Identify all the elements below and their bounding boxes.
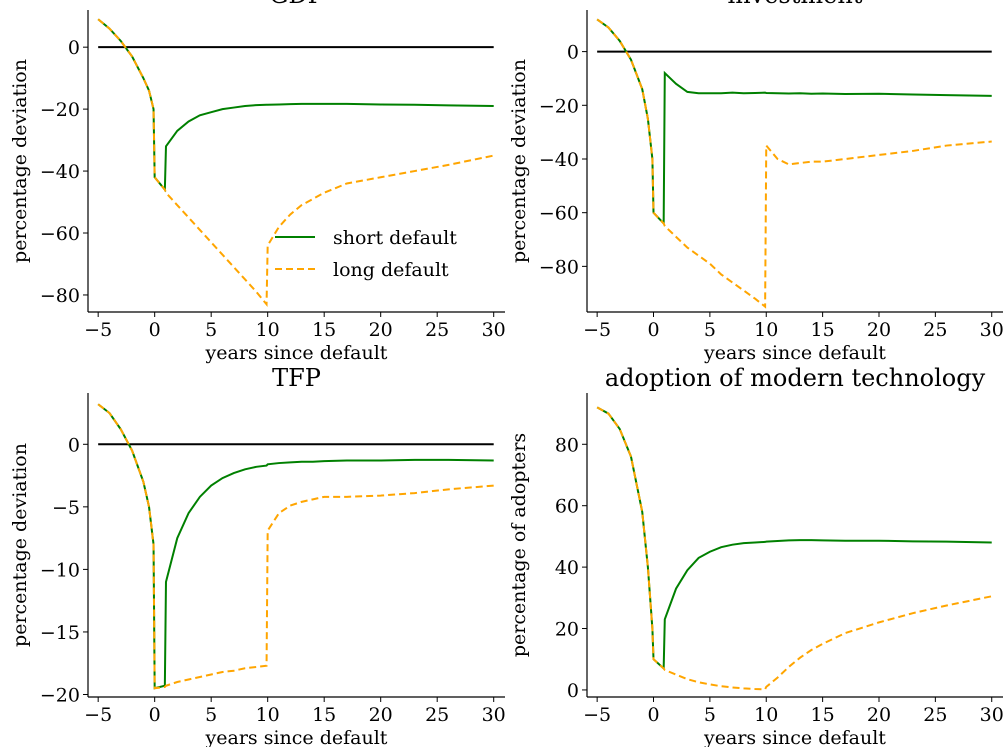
- x-tick-label: 15: [811, 319, 835, 341]
- x-axis-label: years since default: [703, 727, 886, 747]
- y-tick-label: −20: [40, 99, 80, 121]
- x-tick-label: 20: [867, 704, 891, 726]
- x-tick-label: −5: [84, 319, 112, 341]
- x-tick-label: 5: [704, 319, 716, 341]
- y-tick-label: 0: [567, 680, 579, 702]
- x-tick-label: 25: [923, 319, 947, 341]
- x-tick-label: 0: [647, 704, 659, 726]
- x-tick-label: 20: [369, 704, 393, 726]
- chart-title: investment: [728, 0, 863, 9]
- x-tick-label: 10: [256, 704, 280, 726]
- y-tick-label: −40: [539, 149, 579, 171]
- series-line: [596, 406, 992, 671]
- chart-title: TFP: [272, 364, 321, 392]
- x-tick-label: 0: [149, 704, 161, 726]
- x-tick-label: 30: [482, 704, 506, 726]
- series-line: [97, 403, 494, 690]
- legend-label: short default: [333, 227, 457, 249]
- x-tick-label: 0: [647, 319, 659, 341]
- series-line: [97, 18, 494, 193]
- legend-label: long default: [333, 259, 449, 281]
- x-tick-label: 20: [369, 319, 393, 341]
- y-tick-label: 80: [555, 434, 579, 456]
- y-tick-label: −60: [40, 223, 80, 245]
- x-axis-label: years since default: [703, 342, 886, 364]
- x-tick-label: 5: [205, 704, 217, 726]
- y-tick-label: 0: [567, 42, 579, 64]
- x-tick-label: 10: [256, 319, 280, 341]
- series-line: [596, 18, 992, 226]
- x-tick-label: −5: [84, 704, 112, 726]
- y-tick-label: −5: [52, 497, 80, 519]
- y-tick-label: −80: [539, 256, 579, 278]
- y-tick-label: 20: [555, 619, 579, 641]
- x-tick-label: −5: [583, 704, 611, 726]
- y-tick-label: −60: [539, 203, 579, 225]
- y-axis-label: percentage of adopters: [508, 433, 530, 657]
- x-tick-label: 25: [923, 704, 947, 726]
- x-tick-label: 30: [980, 319, 1004, 341]
- chart-title: GDP: [269, 0, 324, 9]
- x-tick-label: 10: [754, 704, 778, 726]
- y-axis-label: percentage deviation: [508, 59, 530, 263]
- y-tick-label: 60: [555, 496, 579, 518]
- x-axis-label: years since default: [205, 727, 388, 747]
- x-tick-label: 15: [811, 704, 835, 726]
- x-tick-label: 20: [867, 319, 891, 341]
- y-tick-label: −20: [539, 95, 579, 117]
- x-tick-label: 30: [482, 319, 506, 341]
- y-tick-label: 40: [555, 557, 579, 579]
- x-tick-label: 25: [425, 319, 449, 341]
- x-tick-label: 30: [980, 704, 1004, 726]
- y-tick-label: 0: [68, 37, 80, 59]
- y-axis-label: percentage deviation: [9, 443, 31, 647]
- x-tick-label: 0: [149, 319, 161, 341]
- x-tick-label: 25: [425, 704, 449, 726]
- x-axis-label: years since default: [205, 342, 388, 364]
- y-tick-label: −15: [40, 622, 80, 644]
- y-tick-label: −80: [40, 285, 80, 307]
- x-tick-label: 15: [312, 704, 336, 726]
- x-tick-label: 10: [754, 319, 778, 341]
- x-tick-label: −5: [583, 319, 611, 341]
- x-tick-label: 5: [205, 319, 217, 341]
- y-tick-label: −10: [40, 559, 80, 581]
- series-line: [596, 406, 992, 691]
- y-tick-label: 0: [68, 434, 80, 456]
- y-tick-label: −40: [40, 161, 80, 183]
- series-line: [97, 403, 494, 690]
- series-line: [596, 18, 992, 309]
- x-tick-label: 5: [704, 704, 716, 726]
- y-axis-label: percentage deviation: [9, 59, 31, 263]
- x-tick-label: 15: [312, 319, 336, 341]
- chart-title: adoption of modern technology: [605, 364, 986, 392]
- y-tick-label: −20: [40, 684, 80, 706]
- series-line: [97, 18, 494, 307]
